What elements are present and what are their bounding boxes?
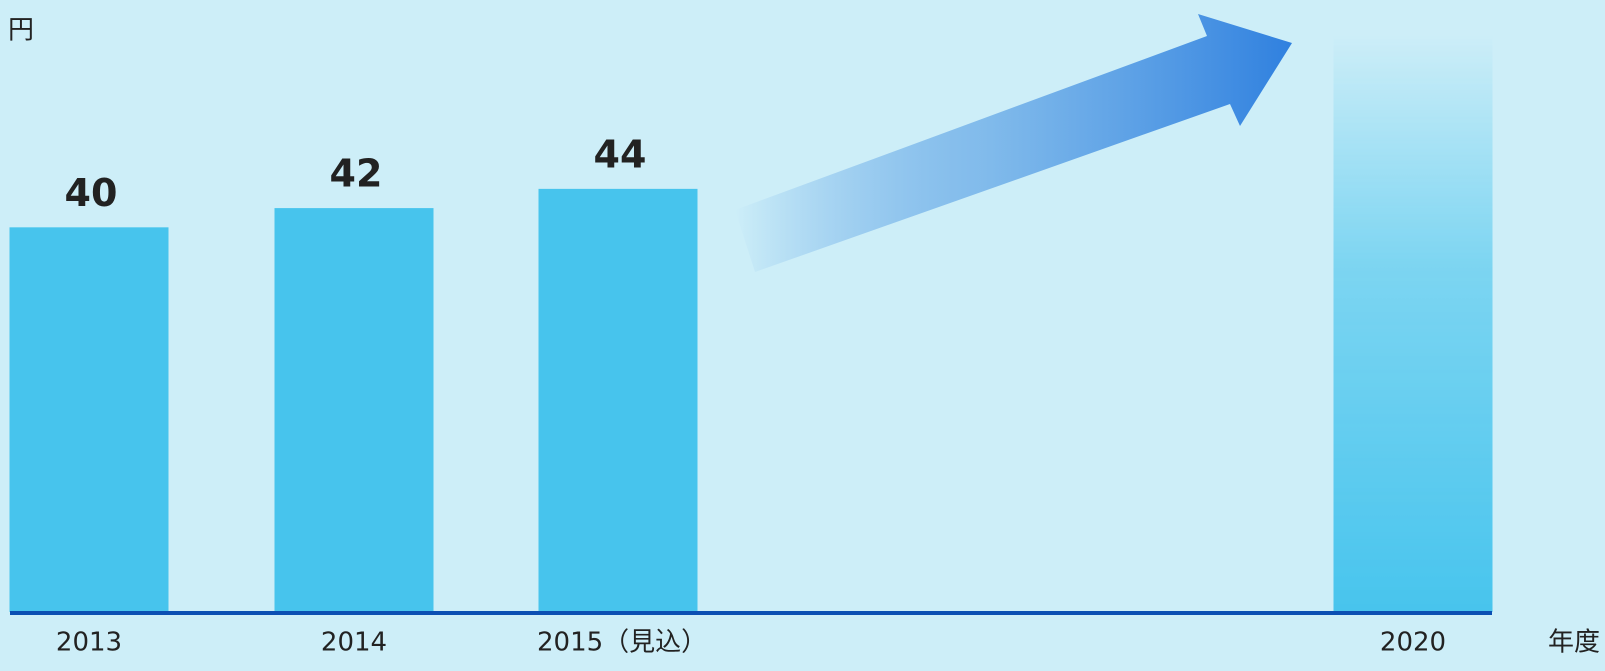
x-tick-label: 2015（見込） [537,628,707,658]
value-label: 44 [594,132,647,176]
projected-bar [1333,35,1493,612]
trend-arrow [735,14,1292,272]
bar [9,227,169,613]
y-axis-label: 円 [8,16,34,46]
x-tick-label: 2014 [321,628,387,658]
value-label: 40 [65,171,118,215]
x-tick-label: 2020 [1380,628,1446,658]
bar [274,208,434,612]
value-label: 42 [330,152,383,196]
x-tick-label: 2013 [56,628,122,658]
x-axis-label: 年度 [1548,628,1600,658]
bar [538,188,698,612]
